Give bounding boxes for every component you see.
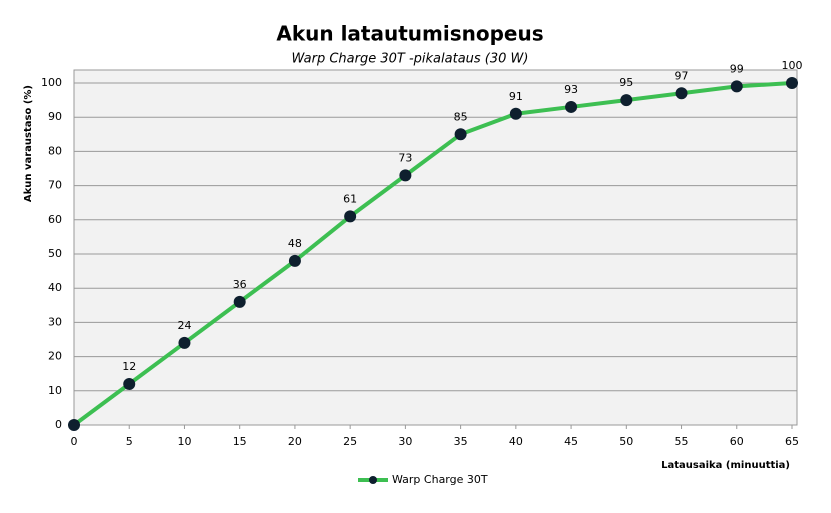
- x-tick-label: 40: [509, 435, 523, 448]
- y-tick-label: 70: [48, 179, 62, 192]
- data-label: 24: [177, 319, 191, 332]
- y-tick-label: 0: [55, 418, 62, 431]
- marker: [178, 336, 191, 349]
- marker: [730, 80, 743, 93]
- y-tick-label: 30: [48, 315, 62, 328]
- data-label: 61: [343, 192, 357, 205]
- chart-subtitle: Warp Charge 30T -pikalataus (30 W): [292, 52, 529, 67]
- x-axis-label: Latausaika (minuuttia): [661, 460, 790, 471]
- marker: [399, 169, 412, 182]
- y-tick-label: 100: [41, 76, 62, 89]
- legend-marker: [369, 476, 377, 484]
- x-tick-label: 20: [288, 435, 302, 448]
- x-tick-label: 35: [454, 435, 468, 448]
- x-tick-label: 10: [177, 435, 191, 448]
- x-tick-label: 25: [343, 435, 357, 448]
- data-label: 100: [782, 59, 803, 72]
- marker: [786, 77, 798, 89]
- data-label: 93: [564, 83, 578, 96]
- x-tick-label: 50: [619, 435, 633, 448]
- data-label: 95: [619, 76, 633, 89]
- marker: [344, 210, 357, 223]
- x-tick-label: 65: [785, 435, 799, 448]
- legend-label: Warp Charge 30T: [392, 473, 488, 486]
- marker: [123, 377, 136, 390]
- y-tick-label: 10: [48, 384, 62, 397]
- y-tick-label: 20: [48, 350, 62, 363]
- x-tick-label: 55: [675, 435, 689, 448]
- y-tick-label: 80: [48, 144, 62, 157]
- x-tick-label: 30: [398, 435, 412, 448]
- marker: [68, 419, 80, 431]
- y-tick-label: 50: [48, 247, 62, 260]
- chart-title: Akun latautumisnopeus: [276, 22, 543, 46]
- series-line: [72, 81, 793, 427]
- data-label: 73: [398, 151, 412, 164]
- y-axis-label: Akun varaustaso (%): [23, 85, 34, 202]
- data-label: 48: [288, 237, 302, 250]
- data-label: 12: [122, 360, 136, 373]
- data-label: 99: [730, 62, 744, 75]
- x-tick-label: 45: [564, 435, 578, 448]
- data-label: 97: [675, 69, 689, 82]
- y-tick-label: 90: [48, 110, 62, 123]
- marker: [288, 254, 301, 267]
- x-tick-label: 60: [730, 435, 744, 448]
- y-tick-label: 60: [48, 213, 62, 226]
- y-tick-label: 40: [48, 281, 62, 294]
- x-tick-label: 5: [126, 435, 133, 448]
- marker: [620, 94, 633, 107]
- marker: [454, 128, 467, 141]
- marker: [675, 87, 688, 100]
- plot-area: [73, 69, 798, 426]
- marker: [233, 295, 246, 308]
- marker: [565, 100, 578, 113]
- x-tick-label: 15: [233, 435, 247, 448]
- marker: [509, 107, 522, 120]
- data-label: 36: [233, 278, 247, 291]
- data-label: 85: [454, 110, 468, 123]
- data-label: 91: [509, 90, 523, 103]
- x-tick-label: 0: [71, 435, 78, 448]
